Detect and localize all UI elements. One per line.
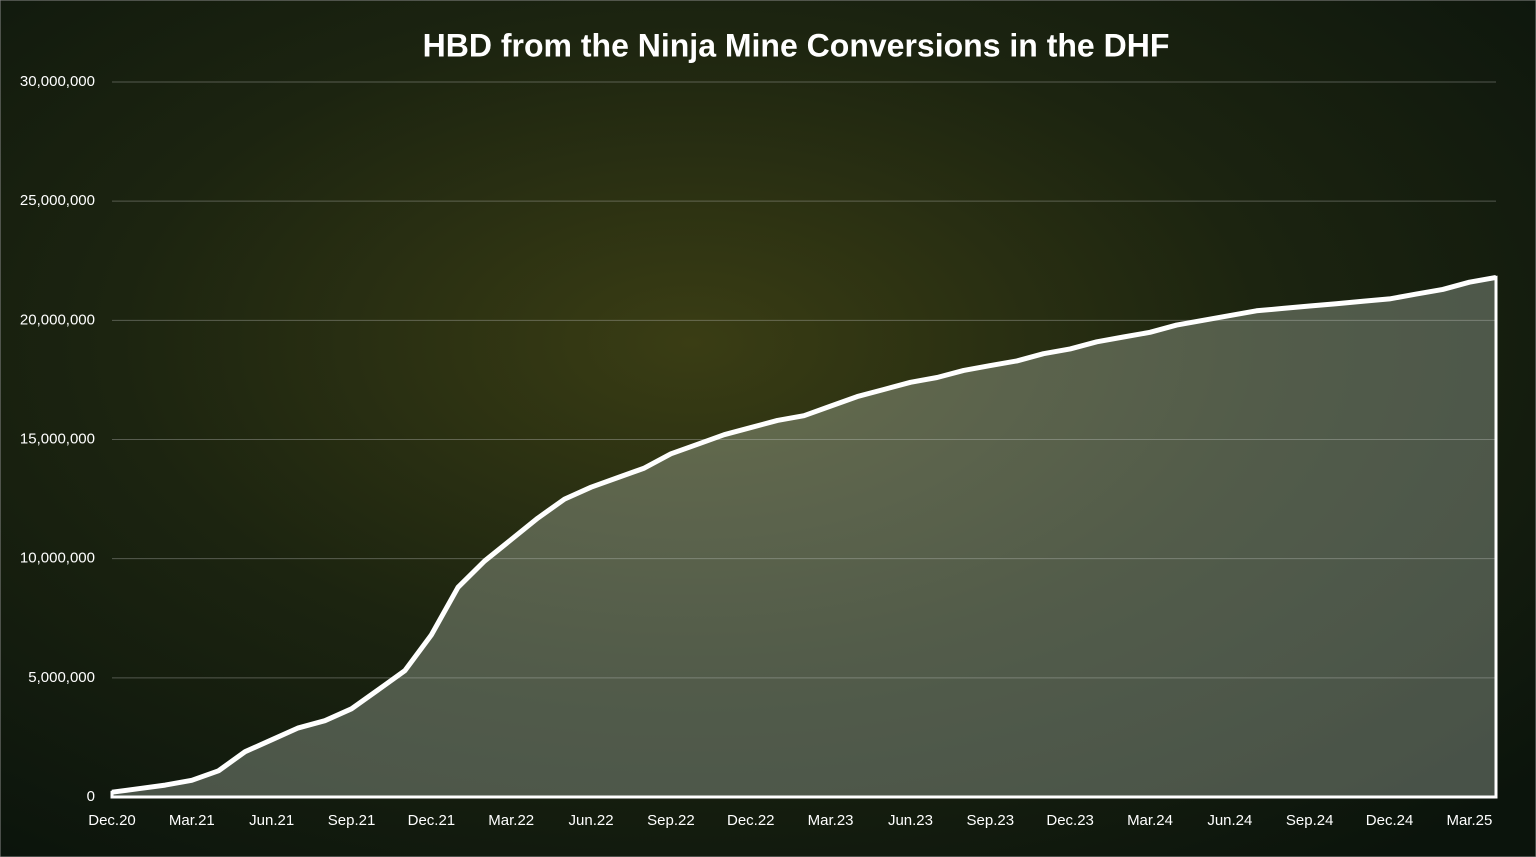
- x-tick-label: Sep.21: [328, 812, 376, 829]
- x-tick-label: Dec.20: [88, 812, 136, 829]
- y-tick-label: 25,000,000: [20, 192, 95, 209]
- x-tick-label: Sep.24: [1286, 812, 1334, 829]
- x-tick-label: Dec.23: [1046, 812, 1094, 829]
- line: [111, 274, 1497, 795]
- x-tick-label: Sep.22: [647, 812, 695, 829]
- y-tick-label: 15,000,000: [20, 430, 95, 447]
- y-tick-label: 10,000,000: [20, 550, 95, 567]
- y-tick-label: 0: [87, 788, 95, 805]
- x-tick-label: Mar.25: [1446, 812, 1492, 829]
- x-tick-label: Mar.22: [488, 812, 534, 829]
- x-tick-label: Sep.23: [967, 812, 1015, 829]
- x-tick-label: Dec.22: [727, 812, 775, 829]
- x-tick-label: Dec.24: [1366, 812, 1414, 829]
- y-tick-label: 20,000,000: [20, 311, 95, 328]
- x-tick-label: Jun.23: [888, 812, 933, 829]
- chart-title: HBD from the Ninja Mine Conversions in t…: [423, 27, 1170, 63]
- x-tick-label: Jun.21: [249, 812, 294, 829]
- x-tick-label: Dec.21: [408, 812, 456, 829]
- x-tick-label: Mar.24: [1127, 812, 1173, 829]
- x-tick-label: Mar.21: [169, 812, 215, 829]
- x-tick-label: Jun.22: [569, 812, 614, 829]
- y-tick-label: 30,000,000: [20, 73, 95, 90]
- x-tick-label: Mar.23: [808, 812, 854, 829]
- y-tick-label: 5,000,000: [28, 669, 95, 686]
- x-tick-label: Jun.24: [1207, 812, 1252, 829]
